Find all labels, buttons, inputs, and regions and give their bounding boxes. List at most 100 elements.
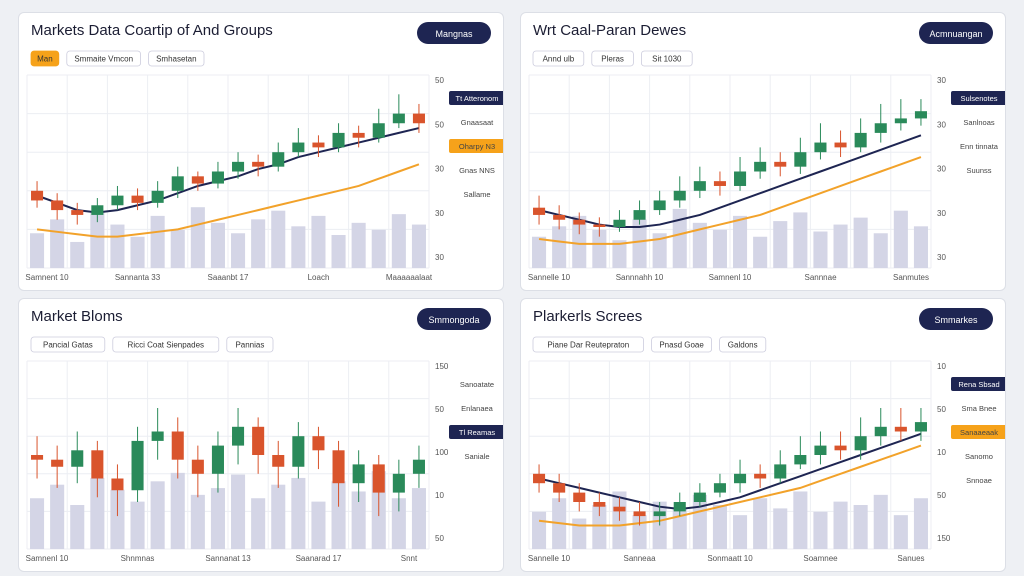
chip[interactable] [641,50,693,67]
volume-bar [873,494,888,549]
button-bg[interactable] [417,308,491,330]
button[interactable]: Mangnas [435,29,473,39]
candle-body [553,483,566,493]
candle-body [593,224,606,227]
candle-body [633,511,646,517]
candle-body [252,426,265,455]
chip[interactable] [112,336,220,353]
candle-body [613,219,626,227]
button[interactable]: Acmnuangan [929,29,982,39]
x-label: Sannanat 13 [205,554,251,563]
candle-body [874,123,887,133]
candle-body [171,176,184,191]
chip-label[interactable]: Ricci Coat Sienpades [128,341,204,350]
volume-bar [712,229,727,268]
badge-bg [951,91,1005,105]
x-label: Shnmnas [121,554,155,563]
chip-label[interactable]: Piane Dar Reutepraton [547,341,629,350]
volume-bar [833,501,848,549]
volume-bar [572,518,587,549]
candle-body [91,205,104,215]
chip-label[interactable]: Man [37,55,53,64]
chip-label[interactable]: Smmaite Vmcon [74,55,133,64]
volume-bar [893,210,908,268]
volume-bar [913,498,928,549]
axis-label: 30 [937,209,946,218]
chip[interactable] [651,336,713,353]
chip[interactable] [532,50,585,67]
candle-body [232,161,245,172]
chip[interactable] [226,336,274,353]
chip[interactable] [532,336,644,353]
candle-body [593,502,606,507]
axis-label: 30 [937,253,946,262]
candle-body [71,450,84,467]
candle-body [633,210,646,220]
candle-body [794,455,807,465]
x-label: Maaaaaalaat [386,273,433,282]
candle-body [272,455,285,467]
candle-body [794,152,807,167]
x-label: Sanmutes [893,273,929,282]
chip-label[interactable]: Annd ulb [543,55,575,64]
candle-body [31,455,44,460]
badge-bg [449,139,503,153]
button-bg[interactable] [919,308,993,330]
x-label: Sannanta 33 [115,273,161,282]
volume-bar [311,501,326,549]
chip[interactable] [30,50,60,67]
chip[interactable] [719,336,767,353]
axis-label: 50 [435,534,444,543]
moving-average [36,163,420,238]
button-bg[interactable] [919,22,993,44]
volume-bar [30,498,45,549]
x-label: Samnenl 10 [26,554,69,563]
badge-bg [449,425,503,439]
candle-body [573,219,586,225]
candle-body [834,142,847,148]
candle-body [533,473,546,484]
volume-bar [813,231,828,268]
badge: Gnas NNS [459,166,495,175]
chip[interactable] [66,50,142,67]
chip[interactable] [591,50,634,67]
chip-label[interactable]: Galdons [728,341,758,350]
axis-label: 50 [435,405,444,414]
chip-label[interactable]: Pannias [235,341,264,350]
volume-bar [692,222,707,268]
chip-label[interactable]: Pleras [601,55,624,64]
button[interactable]: Smmongoda [428,315,479,325]
chip[interactable] [148,50,205,67]
button-bg[interactable] [417,22,491,44]
volume-bar [652,233,667,268]
chip-label[interactable]: Pnasd Goae [659,341,704,350]
chip-label[interactable]: Sit 1030 [652,55,682,64]
panel: Market Bloms Smmongoda Pancial Gatas Ricci … [18,298,504,572]
volume-bar [672,508,687,549]
chip-label[interactable]: Pancial Gatas [43,341,93,350]
volume-bar [150,481,165,549]
badge: Saniale [464,452,489,461]
chip[interactable] [30,336,106,353]
chip-label[interactable]: Smhasetan [156,55,196,64]
candle-body [312,142,325,148]
candle-body [854,436,867,451]
candle-body [894,118,907,124]
badge: Sanomo [965,452,993,461]
candle-body [854,132,867,148]
volume-bar [733,215,748,268]
volume-bar [90,477,105,549]
panel: Markets Data Coartip of And Groups Mangna… [18,12,504,291]
candle-body [713,483,726,493]
volume-bar [90,212,105,268]
axis-label: 50 [435,76,444,85]
volume-bar [130,236,145,268]
volume-bar [572,215,587,268]
volume-bar [50,484,65,549]
volume-bar [311,215,326,268]
candle-body [191,176,204,184]
button[interactable]: Smmarkes [934,315,978,325]
candle-body [292,436,305,467]
badge: Tt Atteronom [456,94,499,103]
volume-bar [592,229,607,268]
